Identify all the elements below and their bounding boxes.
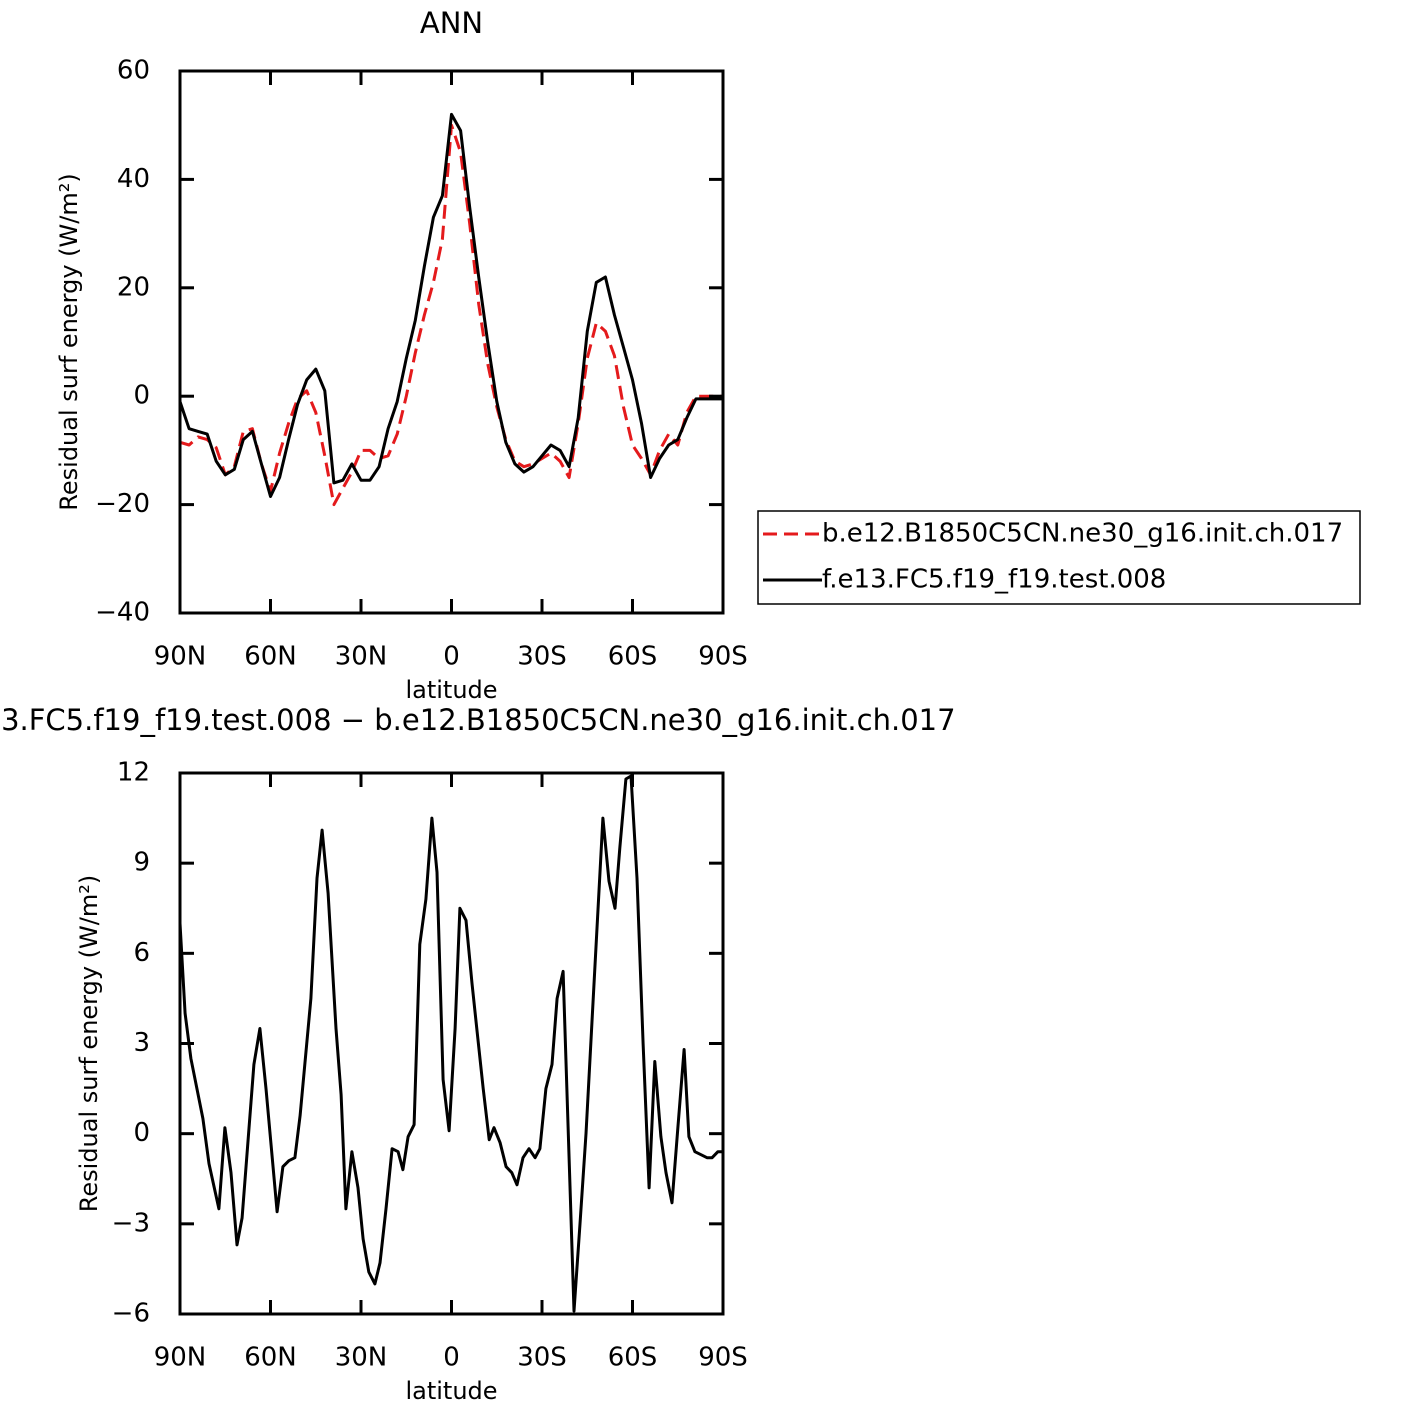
x-tick-label: 30S <box>517 1343 567 1373</box>
x-tick-label: 90S <box>698 1343 748 1373</box>
x-tick-label: 0 <box>443 642 460 672</box>
x-axis-label: latitude <box>405 1377 497 1405</box>
y-tick-label: 40 <box>117 164 150 194</box>
series-line <box>178 112 723 498</box>
y-tick-label: −20 <box>95 489 150 519</box>
series-line <box>179 123 723 507</box>
y-tick-label: −6 <box>112 1299 150 1329</box>
y-tick-label: −40 <box>95 598 150 628</box>
y-tick-label: 3 <box>133 1028 150 1058</box>
x-tick-label: 60S <box>608 642 658 672</box>
x-axis-label: latitude <box>405 676 497 704</box>
x-tick-label: 60N <box>244 1343 297 1373</box>
x-tick-label: 90N <box>154 642 207 672</box>
y-tick-label: 0 <box>133 381 150 411</box>
x-tick-label: 0 <box>443 1343 460 1373</box>
y-tick-label: 20 <box>117 272 150 302</box>
y-tick-label: 9 <box>133 848 150 878</box>
x-tick-label: 60N <box>244 642 297 672</box>
x-tick-label: 30N <box>335 642 388 672</box>
legend-label: b.e12.B1850C5CN.ne30_g16.init.ch.017 <box>822 519 1343 549</box>
x-tick-label: 30S <box>517 642 567 672</box>
plot-frame <box>178 69 725 615</box>
x-tick-label: 30N <box>335 1343 388 1373</box>
chart-title: ANN <box>420 6 483 40</box>
x-tick-label: 90S <box>698 642 748 672</box>
x-tick-label: 90N <box>154 1343 207 1373</box>
y-tick-label: 0 <box>133 1118 150 1148</box>
legend-box <box>757 510 1361 605</box>
y-tick-label: 12 <box>117 758 150 788</box>
y-axis-label: Residual surf energy (W/m²) <box>55 173 83 510</box>
series-line <box>178 774 723 1313</box>
y-tick-label: 60 <box>117 56 150 86</box>
x-tick-label: 60S <box>608 1343 658 1373</box>
y-axis-label: Residual surf energy (W/m²) <box>75 875 103 1212</box>
chart-title: f.e13.FC5.f19_f19.test.008 − b.e12.B1850… <box>0 703 956 737</box>
legend-label: f.e13.FC5.f19_f19.test.008 <box>822 565 1166 595</box>
y-tick-label: −3 <box>112 1208 150 1238</box>
y-tick-label: 6 <box>133 938 150 968</box>
